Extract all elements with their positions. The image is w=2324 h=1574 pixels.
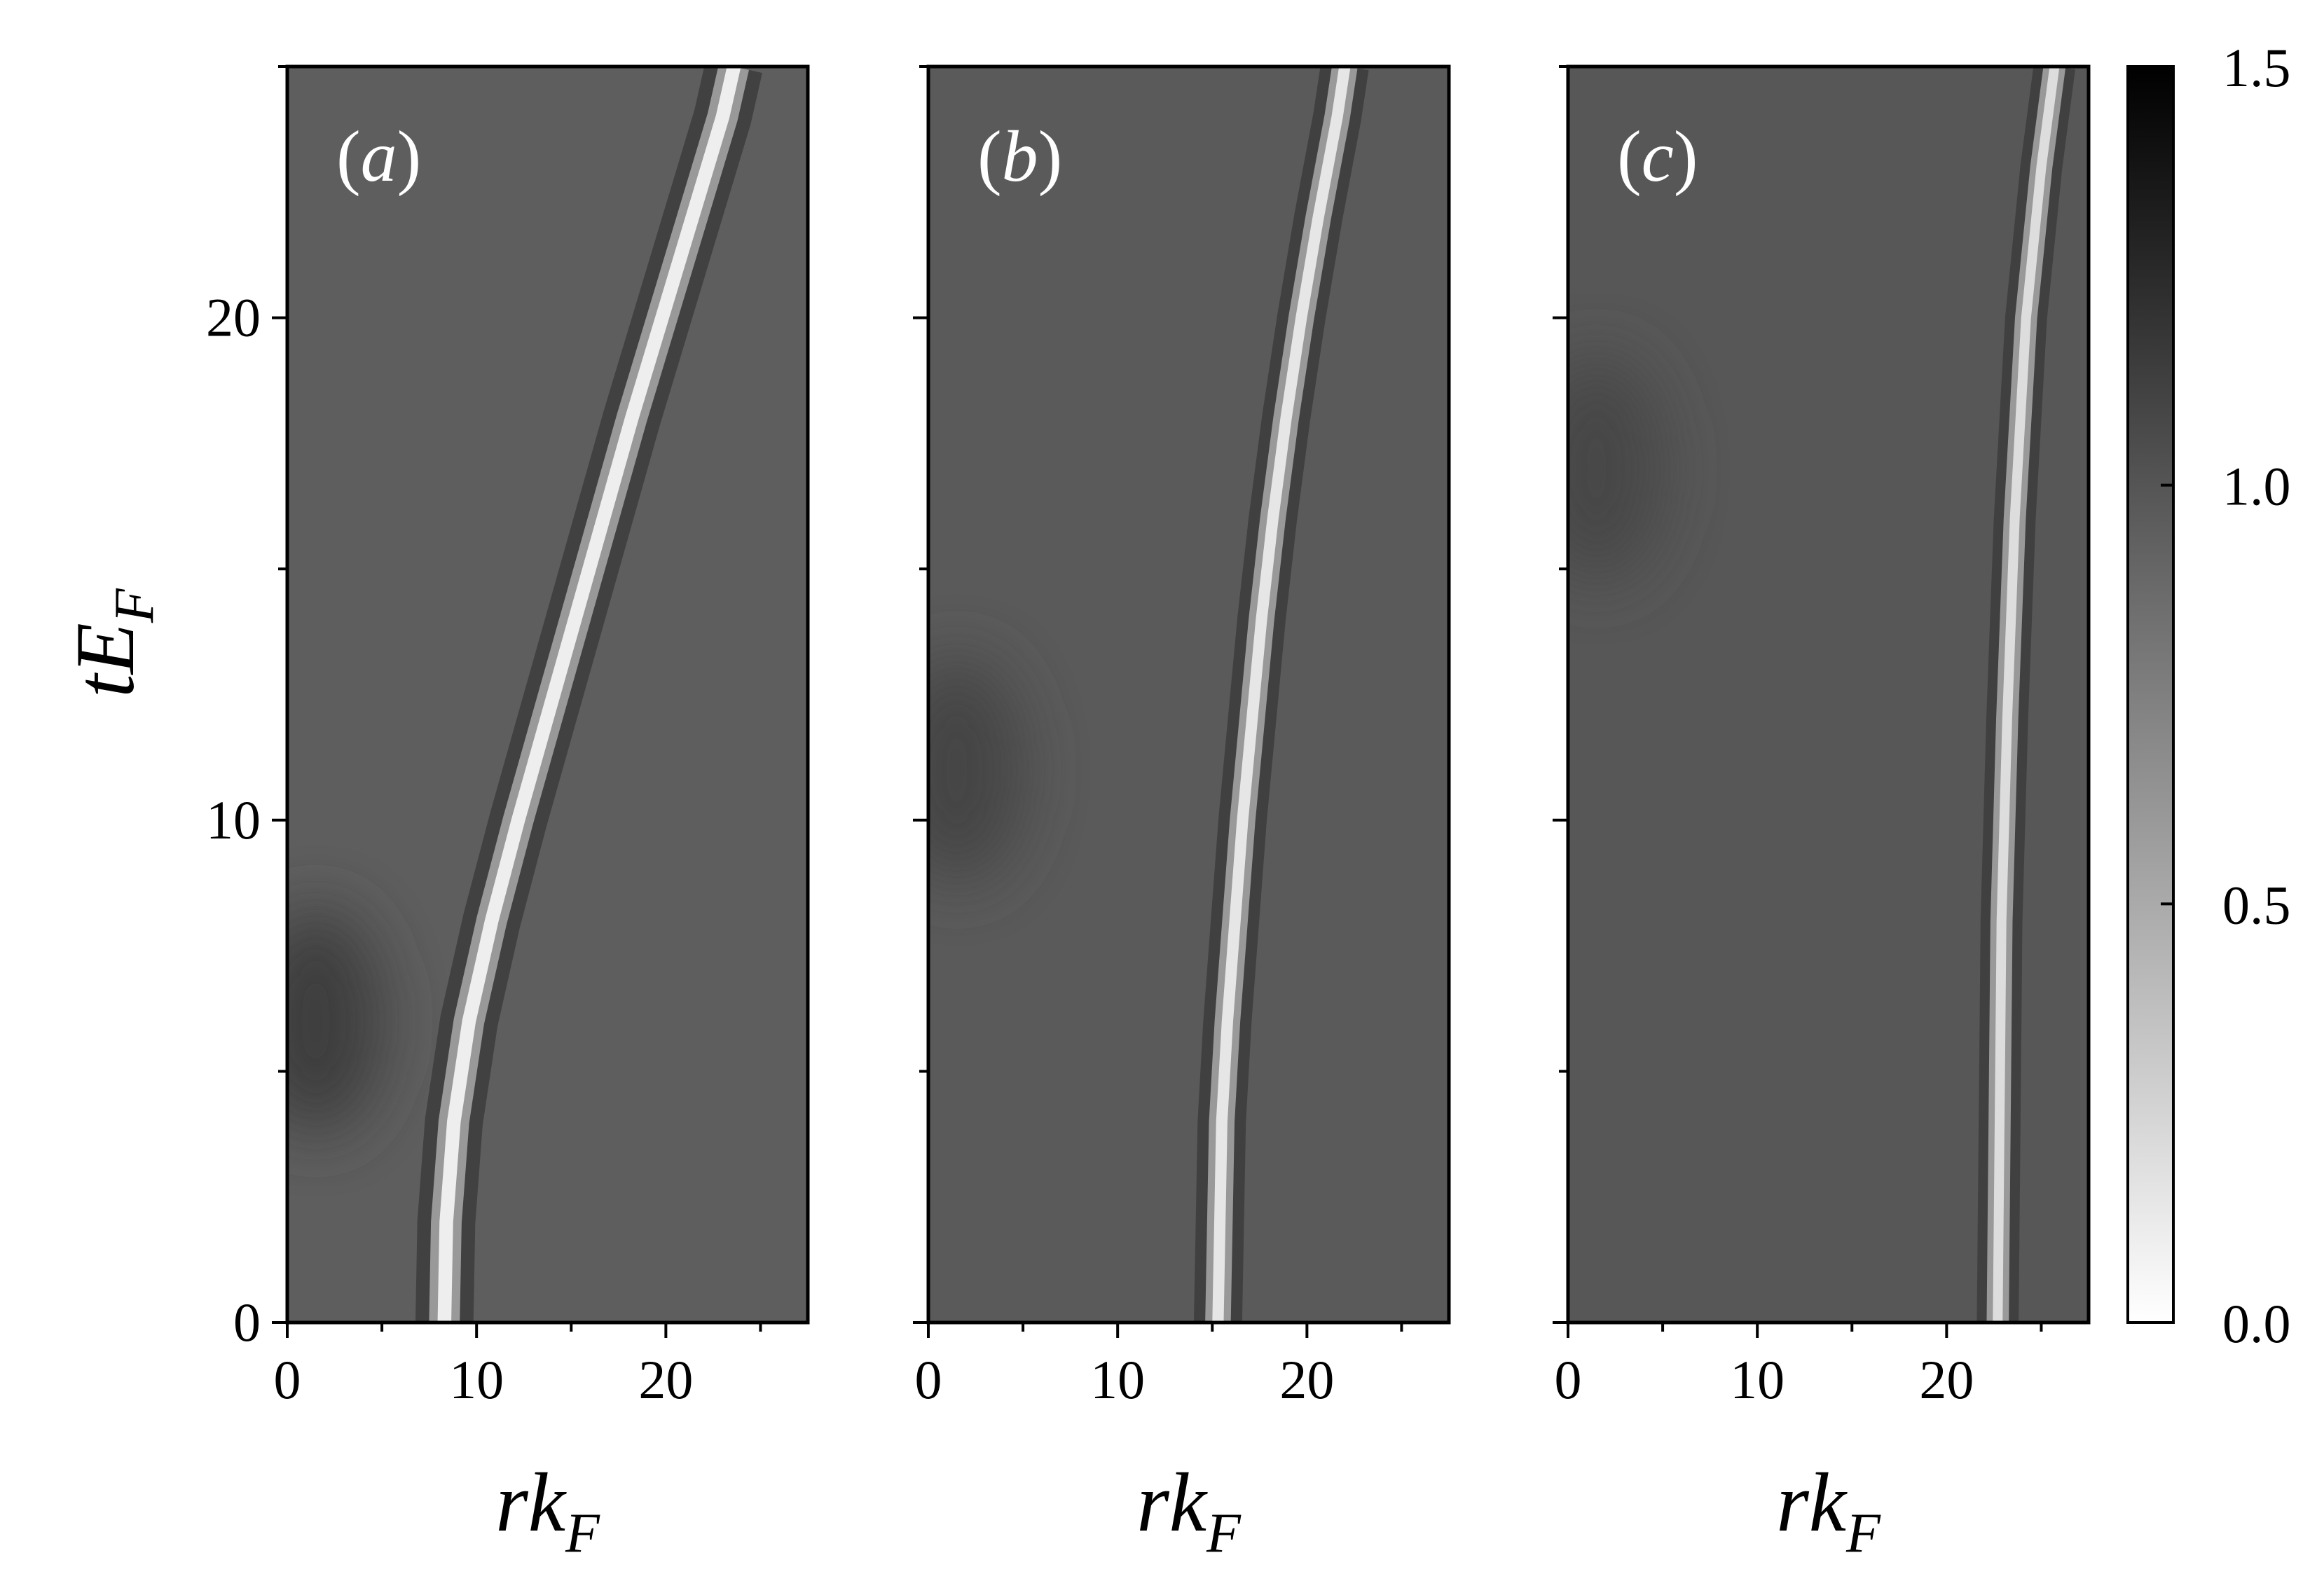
y-tick-label: 10 [206,789,261,850]
colorbar-tick-label: 0.5 [2222,874,2291,935]
plot-frame [926,64,1451,1325]
plot-frame [285,64,810,1325]
heatmap-blob [928,658,1024,883]
colorbar-ticks: 0.0 0.5 1.0 1.5 [2161,37,2291,1354]
panel-label: (c) [1617,116,1698,197]
panel-a: 0 10 20 0 10 20 rkF (a) [206,64,810,1564]
panel-b: 0 10 20 rkF (b) [913,64,1451,1564]
x-tick-label: 10 [1090,1349,1145,1410]
panel-label: (a) [336,116,421,197]
colorbar-tick-label: 1.5 [2222,37,2291,98]
heatmap-background [928,67,1449,1323]
heatmap-area [928,67,1449,1323]
y-tick-label: 0 [233,1292,261,1353]
x-tick-label: 10 [1730,1349,1785,1410]
x-axis-label: rkF [495,1456,600,1564]
y-axis-label: tEF [58,588,165,698]
heatmap-blob [1568,356,1663,581]
panel-c: 0 10 20 rkF (c) [1553,64,2091,1564]
colorbar-gradient [2126,65,2175,1324]
x-tick-label: 20 [1919,1349,1974,1410]
ridge-core [1993,67,2060,1323]
y-tick-label: 20 [206,287,261,348]
x-tick-label: 0 [274,1349,301,1410]
heatmap-blob [287,909,383,1133]
colorbar-tick-label: 1.0 [2222,456,2291,517]
x-axis-label: rkF [1136,1456,1242,1564]
x-tick-label: 10 [449,1349,504,1410]
ridge-core [437,67,741,1323]
x-tick-label: 20 [638,1349,693,1410]
colorbar-tick-label: 0.0 [2222,1293,2291,1354]
x-tick-label: 20 [1279,1349,1334,1410]
heatmap-area [1568,67,2089,1323]
ridge-core [1212,67,1351,1323]
x-axis-label: rkF [1776,1456,1881,1564]
colorbar: 0.0 0.5 1.0 1.5 [2126,37,2291,1354]
panel-label: (b) [977,116,1062,197]
x-tick-label: 0 [1555,1349,1582,1410]
x-tick-label: 0 [915,1349,942,1410]
plot-frame [1566,64,2091,1325]
panels: 0 10 20 0 10 20 rkF (a) 0 10 20 rkF (b) 0 10 20 rkF (c) [206,64,2091,1564]
heatmap-area [287,67,808,1323]
